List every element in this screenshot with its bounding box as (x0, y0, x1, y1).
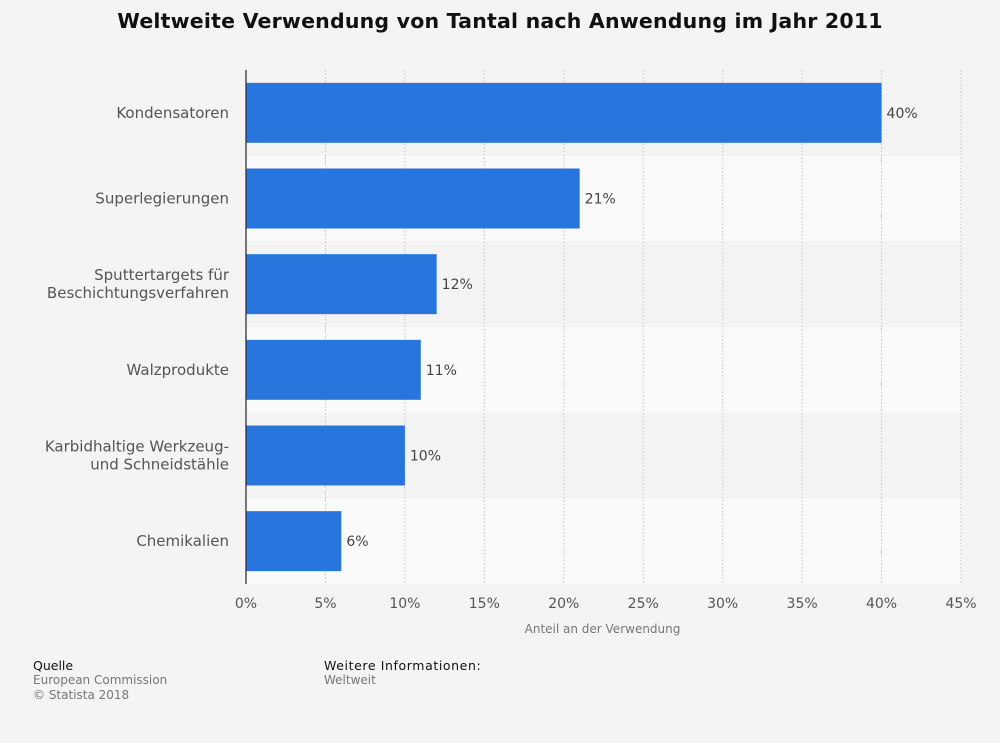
gridlines (324, 70, 962, 584)
source-block: Quelle European Commission © Statista 20… (33, 658, 167, 703)
bar[interactable] (246, 425, 405, 486)
bar[interactable] (246, 254, 437, 315)
info-block: Weitere Informationen: Weltweit (324, 658, 481, 688)
category-label: Superlegierungen (95, 190, 229, 208)
info-heading[interactable]: Weitere Informationen: (324, 658, 482, 673)
bar-chart: 40% 21% 12% 11% 10% 6% Kondensatoren Superlegi… (45, 70, 977, 636)
category-label: Walzprodukte (127, 361, 229, 379)
x-tick-label: 30% (707, 596, 738, 612)
x-tick-label: 0% (235, 596, 257, 612)
value-label: 11% (426, 363, 457, 379)
source-heading: Quelle (33, 658, 74, 673)
value-labels: 40% 21% 12% 11% 10% 6% (346, 106, 917, 550)
x-tick-label: 40% (866, 596, 897, 612)
source-line[interactable]: European Commission (33, 673, 168, 687)
info-line: Weltweit (324, 673, 376, 687)
category-labels: Kondensatoren Superlegierungen Sputtertarg… (45, 104, 230, 550)
category-label: Chemikalien (136, 532, 229, 550)
category-label: Sputtertargets für Beschichtungsverfahren (47, 266, 230, 302)
category-label: Kondensatoren (116, 104, 229, 122)
x-tick-label: 5% (314, 596, 336, 612)
bar[interactable] (246, 82, 882, 143)
value-label: 10% (410, 449, 441, 465)
x-tick-label: 15% (469, 596, 500, 612)
chart-title: Weltweite Verwendung von Tantal nach Anw… (117, 9, 883, 33)
bar[interactable] (246, 339, 421, 400)
x-tick-label: 10% (389, 596, 420, 612)
x-axis-title: Anteil an der Verwendung (525, 622, 681, 636)
category-label: Karbidhaltige Werkzeug-und Schneidstähle (45, 438, 229, 474)
x-tick-label: 25% (628, 596, 659, 612)
value-label: 21% (585, 192, 616, 208)
row-bands (246, 70, 961, 584)
value-label: 40% (887, 106, 918, 122)
bar[interactable] (246, 168, 580, 229)
x-tick-label: 35% (787, 596, 818, 612)
x-tick-labels: 0% 5% 10% 15% 20% 25% 30% 35% 40% 45% (235, 596, 977, 612)
bars (246, 82, 882, 572)
copyright-line: © Statista 2018 (33, 688, 130, 702)
bar[interactable] (246, 511, 342, 572)
row-band (246, 498, 961, 584)
x-tick-label: 20% (548, 596, 579, 612)
value-label: 12% (442, 277, 473, 293)
x-tick-label: 45% (945, 596, 976, 612)
value-label: 6% (346, 534, 368, 550)
